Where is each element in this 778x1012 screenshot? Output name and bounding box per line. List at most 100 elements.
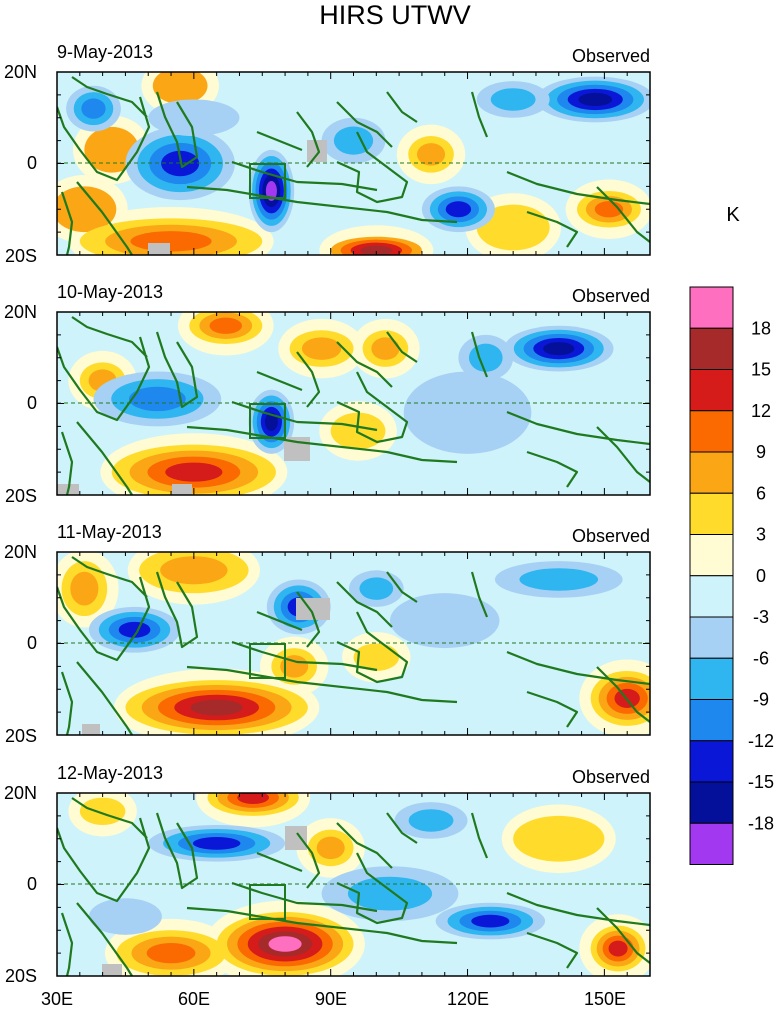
panel-12-may: 12-May-2013 Observed	[56, 763, 651, 977]
anomaly-contour--9	[128, 386, 186, 412]
x-tick-label: 30E	[41, 989, 73, 1009]
panel-date: 11-May-2013	[57, 522, 162, 542]
y-tick-label: 20S	[5, 246, 37, 266]
panel-observed-label: Observed	[572, 46, 650, 66]
y-tick-label: 0	[27, 874, 37, 894]
anomaly-contour-3	[79, 797, 126, 826]
panel-observed-label: Observed	[572, 526, 650, 546]
panel-date: 9-May-2013	[57, 42, 153, 62]
anomaly-contour-6	[160, 556, 228, 585]
colorbar-box	[689, 822, 734, 865]
y-tick-label: 0	[27, 393, 37, 413]
target-box	[249, 403, 286, 439]
x-tick-label: 90E	[315, 989, 347, 1009]
y-tick-label: 20S	[5, 966, 37, 986]
panel-date: 12-May-2013	[57, 763, 163, 783]
anomaly-contour-6	[152, 72, 208, 105]
anomaly-contour-15	[190, 699, 243, 716]
anomaly-contour-9	[146, 942, 196, 964]
colorbar-label: -15	[748, 772, 774, 792]
colorbar-label: -12	[748, 731, 774, 751]
anomaly-contour-6	[301, 337, 342, 360]
anomaly-contour-6	[70, 571, 99, 606]
missing-data	[148, 243, 170, 255]
anomaly-contour--12	[445, 201, 472, 218]
colorbar-box	[689, 657, 734, 700]
colorbar-box	[689, 699, 734, 742]
anomaly-contour--3	[389, 593, 500, 649]
anomaly-contour-12	[608, 940, 628, 957]
panel-date: 10-May-2013	[57, 282, 163, 302]
chart-title: HIRS UTWV	[319, 0, 471, 30]
colorbar: 18 15 12 9 6 3 0 -3 -6 -9 -12 -15 -18	[689, 286, 774, 865]
anomaly-contour--6	[408, 809, 454, 832]
colorbar-label: 12	[751, 401, 771, 421]
x-tick-label: 150E	[584, 989, 626, 1009]
anomaly-contour-6	[280, 655, 309, 678]
y-tick-label: 20N	[4, 302, 37, 322]
anomaly-contour--6	[347, 876, 433, 911]
colorbar-label: 15	[751, 360, 771, 380]
missing-data	[82, 724, 100, 735]
colorbar-label: 3	[756, 525, 766, 545]
anomaly-contour--6	[490, 88, 536, 111]
anomaly-contour--12	[161, 150, 200, 177]
anomaly-contour--9	[81, 98, 106, 119]
anomaly-contour--18	[265, 180, 277, 201]
colorbar-label: -6	[753, 648, 769, 668]
missing-data	[285, 826, 307, 850]
colorbar-label: 18	[751, 318, 771, 338]
anomaly-contour--6	[468, 343, 503, 372]
anomaly-contour-3	[476, 204, 550, 251]
colorbar-box	[689, 534, 734, 577]
anomaly-contour-15	[360, 245, 393, 255]
target-box	[249, 884, 286, 920]
y-tick-label: 0	[27, 633, 37, 653]
x-tick-label: 60E	[178, 989, 210, 1009]
panel-10-may: 10-May-2013 Observed	[56, 282, 651, 496]
colorbar-box	[689, 781, 734, 824]
anomaly-contour--3	[403, 371, 532, 454]
anomaly-contour-3	[353, 643, 400, 671]
colorbar-label: 0	[756, 566, 766, 586]
anomaly-contour--6	[333, 126, 374, 155]
y-tick-label: 20N	[4, 783, 37, 803]
anomaly-contour-6	[417, 143, 446, 166]
colorbar-box	[689, 286, 734, 329]
anomaly-contour-3	[513, 815, 605, 862]
anomaly-contour--15	[543, 342, 575, 356]
y-tick-label: 20S	[5, 726, 37, 746]
target-box	[249, 163, 286, 199]
y-tick-label: 0	[27, 153, 37, 173]
missing-data	[102, 964, 122, 976]
colorbar-box	[689, 492, 734, 535]
colorbar-box	[689, 410, 734, 453]
anomaly-contour--12	[118, 621, 151, 638]
x-tick-label: 120E	[447, 989, 489, 1009]
anomaly-contour--3	[148, 99, 240, 137]
anomaly-contour-18	[268, 936, 302, 952]
panel-observed-label: Observed	[572, 767, 650, 787]
anomaly-contour-9	[209, 317, 242, 334]
anomaly-contour--6	[519, 568, 599, 591]
missing-data	[307, 140, 327, 162]
anomaly-contour-6	[371, 337, 400, 360]
colorbar-box	[689, 369, 734, 412]
anomaly-contour-9	[130, 231, 212, 252]
y-tick-label: 20S	[5, 486, 37, 506]
panel-11-may: 11-May-2013 Observed	[56, 522, 651, 736]
anomaly-contour--6	[359, 577, 394, 600]
anomaly-contour--12	[192, 836, 241, 850]
colorbar-label: 6	[756, 483, 766, 503]
colorbar-box	[689, 575, 734, 618]
anomaly-contour-12	[237, 793, 270, 804]
anomaly-contour-6	[84, 126, 140, 173]
colorbar-box	[689, 451, 734, 494]
panel-9-may: 9-May-2013 Observed	[56, 42, 651, 256]
colorbar-label: 9	[756, 442, 766, 462]
colorbar-box	[689, 740, 734, 783]
panel-observed-label: Observed	[572, 286, 650, 306]
colorbar-unit: K	[726, 204, 740, 226]
anomaly-contour--15	[578, 92, 613, 106]
